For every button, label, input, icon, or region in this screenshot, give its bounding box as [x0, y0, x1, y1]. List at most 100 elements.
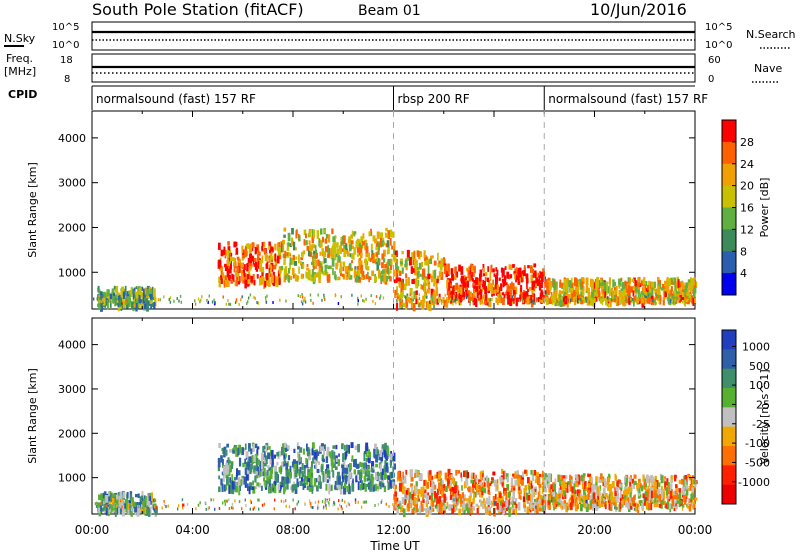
ground-scatter-cell [682, 300, 684, 304]
ground-scatter-cell [462, 503, 465, 507]
backscatter-cell [510, 283, 513, 290]
ground-scatter-cell [534, 301, 536, 305]
backscatter-cell [225, 468, 229, 475]
backscatter-cell [609, 284, 611, 293]
ground-scatter-cell [230, 506, 233, 510]
ground-scatter-cell [133, 298, 135, 302]
backscatter-cell [300, 273, 304, 279]
backscatter-cell [394, 279, 396, 284]
backscatter-cell [107, 289, 110, 299]
backscatter-cell [477, 505, 480, 509]
backscatter-cell [454, 481, 458, 487]
backscatter-cell [534, 479, 538, 484]
backscatter-cell [684, 298, 687, 307]
backscatter-cell [544, 498, 547, 507]
backscatter-cell [150, 303, 153, 310]
backscatter-cell [408, 498, 411, 506]
backscatter-cell [401, 287, 404, 291]
backscatter-cell [122, 503, 126, 509]
colorbar-title: Velocity [m s^-1] [758, 369, 771, 464]
backscatter-cell [683, 292, 686, 298]
backscatter-cell [321, 270, 324, 274]
ground-scatter-cell [449, 506, 451, 510]
backscatter-cell [562, 475, 566, 479]
backscatter-cell [232, 274, 235, 282]
ground-scatter-cell [596, 503, 599, 507]
backscatter-cell [272, 278, 276, 287]
ground-scatter-cell [324, 501, 326, 505]
backscatter-cell [297, 446, 301, 450]
backscatter-cell [222, 448, 225, 455]
backscatter-cell [512, 473, 515, 477]
backscatter-cell [407, 296, 410, 303]
backscatter-cell [286, 481, 289, 490]
backscatter-cell [614, 487, 617, 497]
backscatter-cell [544, 496, 547, 501]
backscatter-cell [525, 273, 529, 279]
backscatter-cell [548, 485, 551, 493]
backscatter-cell [546, 296, 549, 305]
backscatter-cell [391, 456, 395, 462]
backscatter-cell [297, 451, 300, 458]
ground-scatter-cell [284, 499, 287, 503]
backscatter-cell [658, 282, 662, 290]
backscatter-cell [377, 260, 380, 265]
backscatter-cell [346, 248, 349, 254]
backscatter-cell [681, 478, 684, 485]
backscatter-cell [616, 480, 619, 488]
backscatter-cell [279, 485, 282, 492]
backscatter-cell [659, 294, 662, 302]
backscatter-cell [423, 285, 426, 292]
backscatter-cell [570, 476, 573, 480]
ground-scatter-cell [490, 500, 493, 504]
backscatter-cell [674, 495, 678, 500]
ground-scatter-cell [297, 294, 299, 298]
backscatter-cell [405, 278, 408, 287]
backscatter-cell [493, 273, 496, 277]
backscatter-cell [360, 245, 363, 254]
backscatter-cell [410, 469, 414, 478]
ground-scatter-cell [644, 294, 646, 298]
ground-scatter-cell [257, 498, 259, 502]
backscatter-cell [236, 256, 240, 261]
backscatter-cell [258, 471, 262, 477]
backscatter-cell [442, 257, 446, 266]
backscatter-cell [640, 280, 644, 287]
backscatter-cell [461, 485, 463, 491]
backscatter-cell [414, 293, 417, 299]
ground-scatter-cell [364, 500, 366, 504]
backscatter-cell [517, 281, 521, 285]
backscatter-cell [258, 482, 262, 488]
backscatter-cell [342, 235, 346, 245]
backscatter-cell [496, 502, 499, 510]
backscatter-cell [637, 277, 640, 283]
backscatter-cell [517, 275, 521, 284]
backscatter-cell [105, 494, 109, 503]
backscatter-cell [379, 483, 382, 487]
ground-scatter-cell [522, 300, 524, 304]
ground-scatter-cell [499, 294, 501, 298]
ground-scatter-cell [418, 498, 420, 502]
ground-scatter-cell [426, 504, 429, 508]
backscatter-cell [398, 278, 402, 285]
backscatter-cell [554, 281, 557, 291]
backscatter-cell [410, 483, 413, 488]
ground-scatter-cell [309, 293, 312, 297]
backscatter-cell [654, 475, 657, 481]
y-tick-label: 3000 [58, 177, 86, 190]
backscatter-cell [634, 494, 636, 500]
backscatter-cell [421, 303, 425, 310]
backscatter-cell [227, 250, 230, 259]
backscatter-cell [519, 294, 522, 301]
backscatter-cell [119, 295, 123, 302]
backscatter-cell [334, 271, 336, 280]
backscatter-cell [476, 491, 479, 496]
backscatter-cell [504, 282, 508, 286]
backscatter-cell [98, 494, 101, 501]
ground-scatter-cell [385, 502, 387, 506]
backscatter-cell [98, 289, 101, 294]
backscatter-cell [400, 478, 404, 483]
ground-scatter-cell [562, 301, 565, 305]
backscatter-cell [373, 453, 376, 459]
backscatter-cell [243, 476, 247, 485]
